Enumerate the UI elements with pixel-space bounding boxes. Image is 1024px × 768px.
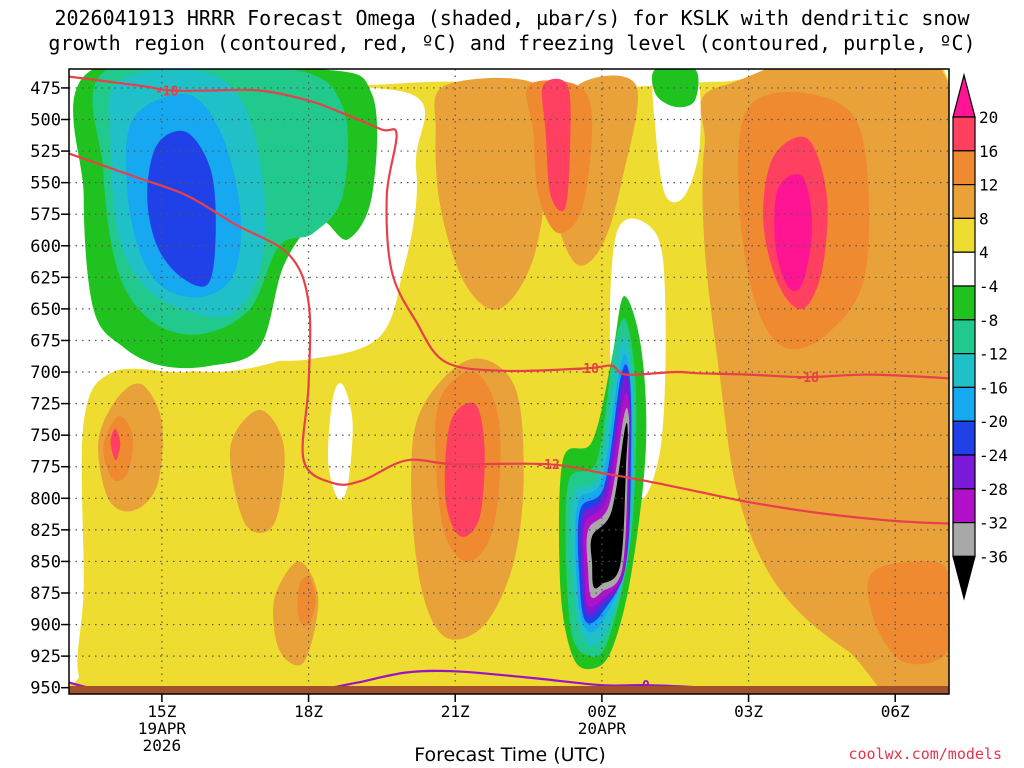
plot-frame: [68, 68, 950, 695]
y-tick-label-600: 600: [30, 237, 61, 257]
y-tick-label-475: 475: [30, 79, 61, 99]
x-tick-label-03Z: 03Z: [734, 702, 763, 721]
x-tick-label-19APR: 19APR: [138, 719, 187, 738]
x-axis-title: Forecast Time (UTC): [414, 744, 606, 766]
y-tick-label-775: 775: [30, 458, 61, 478]
colorbar: 20 16 12 8 4 -4 -8 -12 -16 -20 -24 -28 -32 -36: [952, 72, 1008, 601]
y-tick-label-500: 500: [30, 111, 61, 131]
colorbar-label-20: 20: [979, 108, 998, 127]
x-tick-label-21Z: 21Z: [441, 702, 470, 721]
omega-region-8-1: [434, 77, 550, 310]
contour-label--12-0: -12: [536, 458, 559, 473]
colorbar-label--16: -16: [979, 378, 1008, 397]
colorbar-bin-4 to 8: [952, 217, 976, 253]
colorbar-bin--24 to -20: [952, 420, 976, 456]
chart-title-line1: 2026041913 HRRR Forecast Omega (shaded, …: [54, 6, 970, 30]
y-tick-label-750: 750: [30, 426, 61, 446]
omega-region-12-13: [297, 576, 316, 626]
colorbar-label--20: -20: [979, 412, 1008, 431]
omega-region-16-14: [541, 78, 571, 212]
site-credit: coolwx.com/models: [848, 745, 1002, 763]
y-tick-label-625: 625: [30, 268, 61, 288]
colorbar-bin-16 to 20: [952, 116, 976, 152]
y-tick-label-900: 900: [30, 616, 61, 636]
omega-region-8-6: [229, 409, 285, 534]
omega-region-16-17: [110, 428, 121, 461]
colorbar-bin-top: [952, 72, 976, 118]
colorbar-bin--32 to -28: [952, 488, 976, 524]
colorbar-label--12: -12: [979, 345, 1008, 364]
contour-label--18-1: -18: [575, 362, 599, 377]
colorbar-label-4: 4: [979, 243, 989, 262]
x-tick-label-20APR: 20APR: [578, 719, 627, 738]
omega-region--4-24: [651, 69, 699, 108]
colorbar-bin--12 to -8: [952, 319, 976, 355]
colorbar-bin-bottom: [952, 555, 976, 601]
contour-label--18-0: -18: [155, 84, 179, 99]
colorbar-bin--4 to 4: [952, 251, 976, 287]
omega-region--20-32: [147, 130, 216, 287]
contour-label-0-0: 0: [642, 679, 650, 694]
y-tick-label-850: 850: [30, 552, 61, 572]
ground-surface-bar: [69, 686, 949, 694]
colorbar-label-16: 16: [979, 142, 998, 161]
colorbar-label--24: -24: [979, 446, 1008, 465]
y-tick-label-825: 825: [30, 521, 61, 541]
omega-region-16-15: [444, 402, 485, 537]
colorbar-bin-12 to 16: [952, 150, 976, 186]
colorbar-bin--28 to -24: [952, 454, 976, 490]
contour--12-1: [69, 152, 949, 525]
omega-shading: [69, 69, 949, 691]
omega-region-20-18: [774, 173, 813, 291]
colorbar-bin--20 to -16: [952, 386, 976, 422]
colorbar-bin--16 to -12: [952, 353, 976, 389]
omega-region-0-20: [327, 383, 353, 500]
y-tick-label-650: 650: [30, 300, 61, 320]
chart-title: 2026041913 HRRR Forecast Omega (shaded, …: [0, 6, 1024, 56]
colorbar-label-8: 8: [979, 209, 989, 228]
y-tick-label-950: 950: [30, 679, 61, 699]
chart-title-line2: growth region (contoured, red, ºC) and f…: [48, 31, 976, 55]
y-tick-label-725: 725: [30, 395, 61, 415]
colorbar-label--28: -28: [979, 480, 1008, 499]
y-tick-label-675: 675: [30, 331, 61, 351]
colorbar-label-12: 12: [979, 176, 998, 195]
omega-region--36-37: [590, 422, 628, 589]
colorbar-label--32: -32: [979, 514, 1008, 533]
colorbar-label--4: -4: [979, 277, 998, 296]
x-tick-label-06Z: 06Z: [881, 702, 910, 721]
y-tick-label-550: 550: [30, 174, 61, 194]
y-tick-label-800: 800: [30, 489, 61, 509]
x-tick-label-15Z: 15Z: [147, 702, 176, 721]
colorbar-label--8: -8: [979, 311, 998, 330]
y-tick-label-875: 875: [30, 584, 61, 604]
colorbar-label--36: -36: [979, 547, 1008, 566]
y-tick-label-925: 925: [30, 647, 61, 667]
colorbar-bin--36 to -32: [952, 521, 976, 557]
colorbar-bin-8 to 12: [952, 184, 976, 220]
y-tick-label-525: 525: [30, 142, 61, 162]
omega-region-12-11: [867, 561, 949, 665]
contour--18-0: [69, 75, 949, 380]
y-axis: 475 500 525 550 575 600 625 650 675 700 725 750 775 8…: [30, 79, 69, 699]
contour-label--18-2: -18: [795, 371, 819, 386]
x-tick-label-2026: 2026: [143, 736, 182, 755]
y-tick-label-700: 700: [30, 363, 61, 383]
x-tick-label-00Z: 00Z: [587, 702, 616, 721]
colorbar-bin--8 to -4: [952, 285, 976, 321]
y-tick-label-575: 575: [30, 205, 61, 225]
x-tick-label-18Z: 18Z: [294, 702, 323, 721]
